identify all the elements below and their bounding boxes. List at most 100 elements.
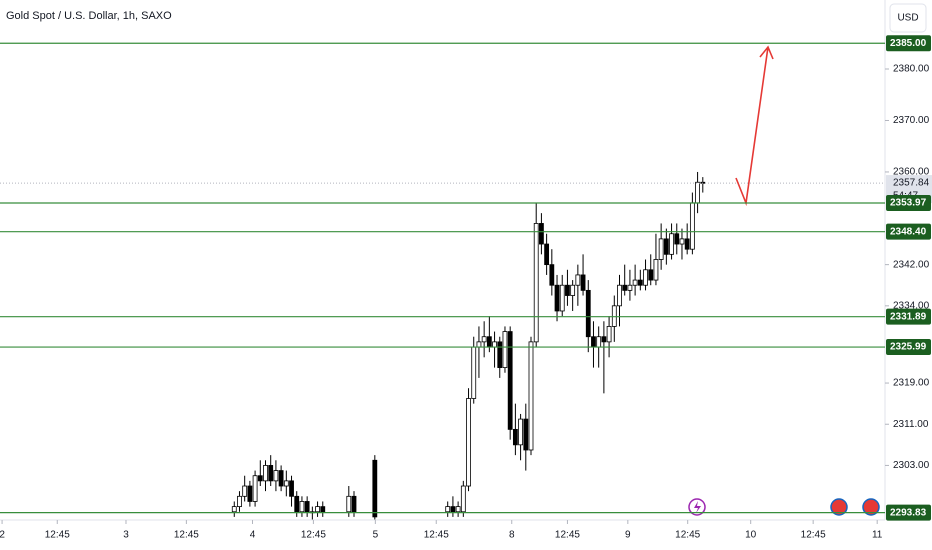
candle-body: [559, 284, 565, 312]
candle-body: [492, 341, 497, 348]
event-icon-bolt: [694, 501, 701, 513]
candle-body: [637, 279, 643, 286]
candle-body: [617, 284, 622, 307]
candle-body: [596, 336, 602, 348]
candle-body: [565, 284, 570, 296]
candle-body: [689, 202, 695, 250]
level-label: 2348.40: [890, 226, 927, 237]
candle-body: [554, 284, 560, 312]
candle-body: [502, 331, 508, 369]
candle-body: [674, 233, 680, 245]
candle-body: [658, 238, 664, 260]
level-box: [886, 35, 931, 52]
candle-body: [669, 233, 674, 255]
candle-body: [518, 418, 523, 446]
candle-body: [481, 336, 487, 343]
candle-body: [304, 501, 310, 513]
candle-body: [549, 264, 555, 286]
candle-body: [507, 331, 513, 430]
y-tick-label: 2370.00: [893, 115, 930, 126]
candle-body: [695, 181, 700, 204]
candle-body: [351, 495, 357, 513]
candle-body: [247, 485, 253, 502]
candle-body: [289, 480, 294, 497]
candle-body: [278, 470, 284, 487]
last-price-label: 2357.84: [893, 178, 930, 189]
candle-body: [445, 506, 451, 513]
level-label: 2385.00: [890, 38, 927, 49]
candle-body: [533, 223, 539, 343]
candle-body: [283, 480, 289, 487]
candle-body: [320, 506, 326, 513]
y-tick-label: 2311.00: [893, 419, 929, 430]
x-tick-label: 8: [509, 530, 515, 541]
candle-body: [471, 346, 477, 399]
candle-body: [648, 269, 654, 281]
event-icon[interactable]: [688, 498, 706, 516]
candle-body: [653, 259, 659, 281]
candle-body: [632, 279, 638, 286]
level-box: [886, 339, 931, 356]
x-tick-label: 12:45: [801, 530, 826, 541]
y-tick-label: 2360.00: [893, 167, 930, 178]
candle-body: [570, 284, 576, 296]
x-tick-label: 12:45: [174, 530, 199, 541]
candle-body: [299, 501, 305, 513]
x-tick-label: 4: [250, 530, 256, 541]
level-label: 2353.97: [890, 198, 927, 209]
candle-body: [512, 428, 518, 446]
event-flag[interactable]: [830, 498, 848, 516]
candle-body: [237, 495, 242, 508]
candle-body: [263, 465, 268, 482]
y-tick-label: 2342.00: [893, 259, 930, 270]
y-tick-label: 2319.00: [893, 378, 930, 389]
candle-body: [315, 506, 320, 513]
y-tick-label: 2334.00: [893, 300, 930, 311]
level-box: [886, 223, 931, 240]
level-label: 2331.89: [890, 311, 927, 322]
candle-body: [544, 243, 550, 266]
level-label: 2325.99: [890, 342, 927, 353]
candle-body: [476, 341, 482, 348]
candle-body: [580, 274, 586, 291]
candle-body: [460, 485, 466, 513]
candle-body: [231, 506, 237, 513]
x-tick-label: 12:45: [301, 530, 326, 541]
x-tick-label: 12:45: [555, 530, 580, 541]
candle-body: [497, 341, 503, 369]
event-flag[interactable]: [862, 498, 880, 516]
level-box: [886, 504, 931, 521]
candle-body: [372, 459, 378, 518]
x-tick-label: 2: [0, 530, 5, 541]
candle-body: [294, 495, 300, 513]
candle-body: [273, 470, 279, 482]
currency-button[interactable]: [889, 3, 927, 33]
candle-body: [585, 289, 591, 338]
candle-body: [539, 223, 544, 245]
x-tick-label: 11: [872, 530, 883, 541]
y-tick-label: 2303.00: [893, 460, 930, 471]
chart-title: Gold Spot / U.S. Dollar, 1h, SAXO: [6, 10, 172, 22]
x-tick-label: 12:45: [424, 530, 449, 541]
x-tick-label: 10: [745, 530, 757, 541]
candle-body: [346, 495, 352, 513]
level-label: 2293.83: [890, 507, 927, 518]
candle-body: [252, 475, 258, 502]
candle-body: [591, 336, 596, 348]
candle-body: [663, 238, 669, 255]
level-box: [886, 195, 931, 212]
candle-body: [679, 238, 685, 245]
candle-body: [486, 336, 492, 348]
candle-body: [684, 238, 690, 250]
x-tick-label: 12:45: [45, 530, 70, 541]
candle-body: [242, 485, 248, 497]
x-tick-label: 12:45: [675, 530, 700, 541]
candle-body: [575, 274, 581, 286]
level-box: [886, 308, 931, 325]
candle-body: [606, 326, 612, 343]
candle-body: [627, 284, 633, 291]
candle-body: [622, 284, 628, 291]
